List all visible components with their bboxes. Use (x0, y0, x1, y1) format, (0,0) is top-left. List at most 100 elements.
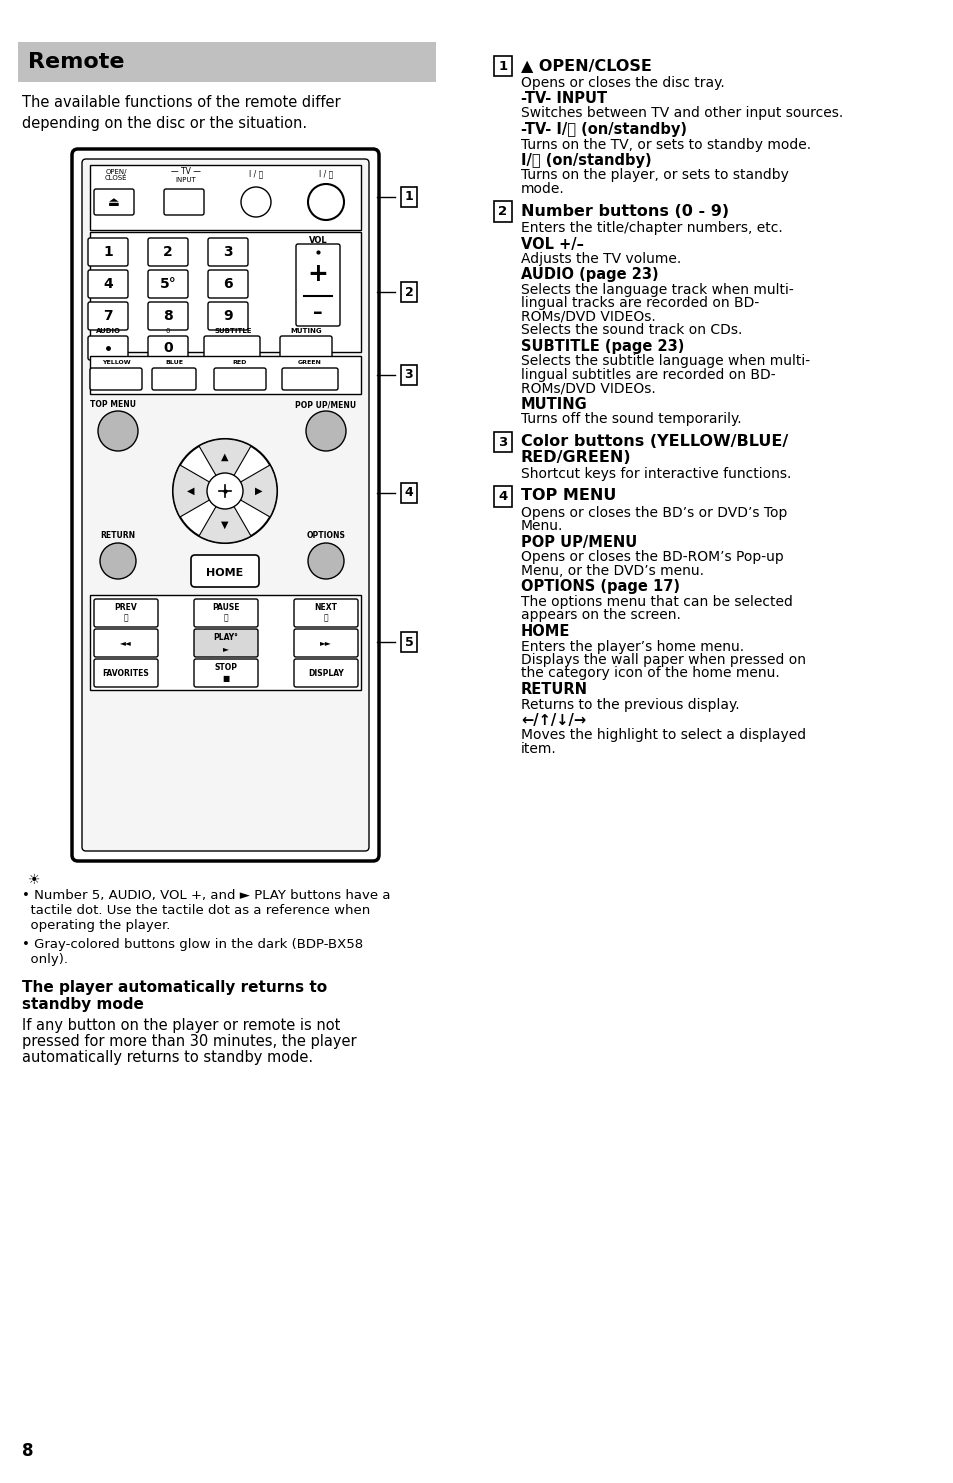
Text: Opens or closes the BD’s or DVD’s Top: Opens or closes the BD’s or DVD’s Top (520, 506, 786, 521)
Text: MUTING: MUTING (520, 397, 587, 412)
Text: RETURN: RETURN (100, 531, 135, 540)
Circle shape (306, 411, 346, 451)
FancyBboxPatch shape (88, 303, 128, 331)
Text: ▼: ▼ (221, 521, 229, 529)
Text: ◀: ◀ (187, 486, 194, 495)
Bar (90, 396, 360, 592)
FancyBboxPatch shape (213, 368, 266, 390)
Text: POP UP/MENU: POP UP/MENU (520, 535, 637, 550)
FancyBboxPatch shape (148, 337, 188, 360)
Text: +: + (307, 262, 328, 286)
FancyBboxPatch shape (148, 237, 188, 265)
FancyBboxPatch shape (208, 270, 248, 298)
Text: 2: 2 (163, 245, 172, 260)
Text: Color buttons (YELLOW/BLUE/: Color buttons (YELLOW/BLUE/ (520, 435, 787, 449)
FancyBboxPatch shape (148, 270, 188, 298)
Text: OPTIONS (page 17): OPTIONS (page 17) (520, 580, 679, 595)
Text: 6: 6 (223, 277, 233, 291)
Text: FAVORITES: FAVORITES (103, 669, 150, 678)
Text: lingual subtitles are recorded on BD-: lingual subtitles are recorded on BD- (520, 368, 775, 383)
Text: RED/GREEN): RED/GREEN) (520, 449, 631, 464)
Text: Enters the player’s home menu.: Enters the player’s home menu. (520, 639, 743, 654)
Text: I/⏻ (on/standby): I/⏻ (on/standby) (520, 153, 651, 168)
Circle shape (308, 184, 344, 219)
Text: INPUT: INPUT (175, 176, 196, 182)
Text: Opens or closes the BD-ROM’s Pop-up: Opens or closes the BD-ROM’s Pop-up (520, 550, 783, 565)
FancyBboxPatch shape (94, 658, 158, 687)
Text: Selects the sound track on CDs.: Selects the sound track on CDs. (520, 323, 741, 338)
Text: I / ⏻: I / ⏻ (249, 169, 263, 178)
Text: • Number 5, AUDIO, VOL +, and ► PLAY buttons have a: • Number 5, AUDIO, VOL +, and ► PLAY but… (22, 888, 390, 902)
Wedge shape (199, 439, 251, 491)
FancyBboxPatch shape (88, 337, 128, 360)
Text: ☀: ☀ (28, 873, 40, 887)
Text: ◄◄: ◄◄ (120, 639, 132, 648)
Text: STOP
■: STOP ■ (214, 663, 237, 682)
Wedge shape (225, 466, 276, 518)
FancyBboxPatch shape (208, 237, 248, 265)
Text: Menu, or the DVD’s menu.: Menu, or the DVD’s menu. (520, 564, 703, 578)
Text: SUBTITLE (page 23): SUBTITLE (page 23) (520, 340, 683, 354)
Text: The player automatically returns to: The player automatically returns to (22, 980, 327, 995)
Text: 5°: 5° (159, 277, 176, 291)
Text: Turns off the sound temporarily.: Turns off the sound temporarily. (520, 412, 740, 427)
Text: 4: 4 (103, 277, 112, 291)
Text: ▶: ▶ (255, 486, 262, 495)
Text: • Gray-colored buttons glow in the dark (BDP-BX58: • Gray-colored buttons glow in the dark … (22, 939, 363, 951)
Text: operating the player.: operating the player. (22, 919, 171, 931)
Text: VOL: VOL (309, 236, 327, 245)
Text: AUDIO (page 23): AUDIO (page 23) (520, 267, 658, 282)
Text: Turns on the TV, or sets to standby mode.: Turns on the TV, or sets to standby mode… (520, 138, 810, 151)
FancyBboxPatch shape (88, 237, 128, 265)
FancyBboxPatch shape (94, 629, 158, 657)
FancyBboxPatch shape (208, 303, 248, 331)
Text: Selects the language track when multi-: Selects the language track when multi- (520, 283, 793, 297)
Text: Displays the wall paper when pressed on: Displays the wall paper when pressed on (520, 653, 805, 667)
Text: 3: 3 (223, 245, 233, 260)
FancyBboxPatch shape (191, 555, 258, 587)
Circle shape (100, 543, 136, 578)
Text: 8: 8 (22, 1441, 33, 1459)
Text: ROMs/DVD VIDEOs.: ROMs/DVD VIDEOs. (520, 310, 655, 323)
Text: lingual tracks are recorded on BD-: lingual tracks are recorded on BD- (520, 297, 759, 310)
Text: appears on the screen.: appears on the screen. (520, 608, 680, 623)
FancyBboxPatch shape (204, 337, 260, 360)
Text: ▲: ▲ (221, 452, 229, 463)
FancyBboxPatch shape (193, 599, 257, 627)
Text: SUBTITLE: SUBTITLE (214, 328, 252, 334)
FancyBboxPatch shape (148, 303, 188, 331)
FancyBboxPatch shape (82, 159, 369, 851)
Text: YELLOW: YELLOW (102, 360, 131, 365)
FancyBboxPatch shape (294, 658, 357, 687)
Text: Switches between TV and other input sources.: Switches between TV and other input sour… (520, 107, 842, 120)
Text: 3: 3 (404, 368, 413, 381)
Text: 5: 5 (404, 636, 413, 648)
Circle shape (98, 411, 138, 451)
Text: Adjusts the TV volume.: Adjusts the TV volume. (520, 252, 680, 265)
Text: If any button on the player or remote is not: If any button on the player or remote is… (22, 1017, 340, 1034)
Text: HOME: HOME (206, 568, 243, 578)
FancyBboxPatch shape (294, 629, 357, 657)
Text: 1: 1 (497, 59, 507, 73)
Text: 7: 7 (103, 308, 112, 323)
Text: automatically returns to standby mode.: automatically returns to standby mode. (22, 1050, 313, 1065)
Text: OPTIONS: OPTIONS (306, 531, 345, 540)
Wedge shape (199, 491, 251, 543)
Text: NEXT
⏭: NEXT ⏭ (314, 604, 337, 623)
Text: Turns on the player, or sets to standby: Turns on the player, or sets to standby (520, 169, 788, 182)
Text: 9: 9 (223, 308, 233, 323)
Text: The available functions of the remote differ
depending on the disc or the situat: The available functions of the remote di… (22, 95, 340, 131)
Text: –: – (313, 303, 322, 322)
Text: 4: 4 (497, 489, 507, 503)
FancyBboxPatch shape (280, 337, 332, 360)
Text: 0: 0 (166, 328, 170, 334)
FancyBboxPatch shape (88, 270, 128, 298)
Circle shape (207, 473, 243, 509)
Text: TOP MENU: TOP MENU (90, 400, 136, 409)
Text: mode.: mode. (520, 182, 564, 196)
Circle shape (241, 187, 271, 217)
Text: -TV- I/⏻ (on/standby): -TV- I/⏻ (on/standby) (520, 122, 686, 136)
FancyBboxPatch shape (152, 368, 195, 390)
Text: ▲ OPEN/CLOSE: ▲ OPEN/CLOSE (520, 58, 651, 73)
Text: 4: 4 (404, 486, 413, 500)
